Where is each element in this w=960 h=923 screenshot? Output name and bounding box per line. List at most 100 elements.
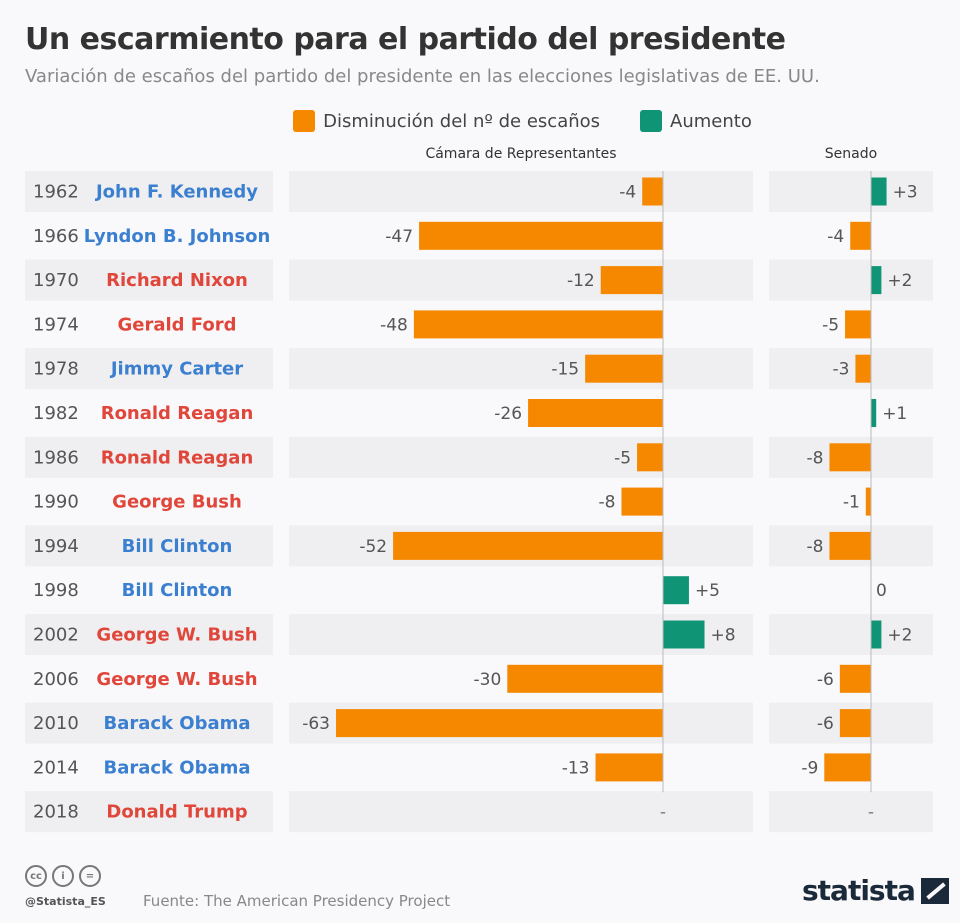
senate-value-label: -1 [843, 493, 860, 513]
year-label: 1982 [33, 403, 79, 424]
house-value-label: -30 [474, 670, 502, 690]
house-value-label: -52 [359, 537, 387, 557]
senate-value-label: -4 [827, 227, 844, 247]
senate-bar [850, 221, 871, 250]
senate-value-label: +2 [887, 271, 912, 291]
house-value-label: -5 [614, 448, 631, 468]
row-background [769, 791, 933, 833]
president-label: Barack Obama [103, 713, 250, 734]
year-label: 1974 [33, 314, 79, 335]
chart-title: Un escarmiento para el partido del presi… [25, 22, 786, 57]
senate-value-label: 0 [876, 581, 887, 601]
legend-decrease: Disminución del nº de escaños [293, 110, 600, 132]
no-derivatives-icon: = [79, 865, 101, 887]
senate-bar [829, 531, 871, 560]
house-bar [663, 620, 705, 649]
house-value-label: -63 [302, 714, 330, 734]
row-background [25, 259, 273, 301]
panel-title-house: Cámara de Representantes [425, 146, 617, 162]
row-background [25, 791, 273, 833]
year-label: 2010 [33, 713, 79, 734]
house-value-label: -47 [385, 227, 413, 247]
year-label: 2014 [33, 757, 79, 778]
senate-bar [865, 487, 871, 516]
row-background [769, 171, 933, 212]
house-value-label: - [660, 803, 666, 823]
house-value-label: -26 [494, 404, 522, 424]
president-label: George W. Bush [96, 625, 257, 646]
year-label: 1990 [33, 492, 79, 513]
row-background [289, 348, 753, 390]
year-label: 1962 [33, 182, 79, 203]
senate-value-label: -8 [807, 537, 824, 557]
senate-bar [845, 310, 871, 339]
president-label: Donald Trump [106, 802, 247, 823]
president-label: Barack Obama [103, 757, 250, 778]
senate-bar [871, 177, 887, 206]
row-background [25, 614, 273, 655]
house-bar [600, 266, 663, 295]
house-bar [621, 487, 663, 516]
senate-value-label: -6 [817, 714, 834, 734]
president-label: George W. Bush [96, 669, 257, 690]
senate-value-label: +2 [887, 626, 912, 646]
senate-bar [855, 354, 871, 383]
senate-bar [839, 709, 871, 738]
senate-bar [824, 753, 871, 782]
senate-bar [871, 266, 882, 295]
year-label: 2002 [33, 625, 79, 646]
year-label: 1970 [33, 270, 79, 291]
year-label: 1978 [33, 359, 79, 380]
year-label: 1986 [33, 447, 79, 468]
senate-value-label: - [868, 803, 874, 823]
legend-swatch-decrease [293, 110, 316, 132]
house-value-label: -4 [619, 183, 636, 203]
twitter-handle: @Statista_ES [25, 895, 106, 908]
year-label: 2018 [33, 802, 79, 823]
row-background [289, 171, 753, 212]
house-bar [595, 753, 663, 782]
president-label: Ronald Reagan [101, 403, 254, 424]
year-label: 1998 [33, 580, 79, 601]
house-value-label: -8 [599, 493, 616, 513]
president-label: John F. Kennedy [94, 182, 258, 203]
house-bar [419, 221, 663, 250]
house-value-label: -15 [551, 360, 579, 380]
legend: Disminución del nº de escaños Aumento [0, 110, 960, 132]
president-label: George Bush [112, 492, 242, 513]
senate-value-label: -3 [832, 360, 849, 380]
senate-bar [829, 443, 871, 472]
logo-icon [920, 877, 949, 904]
row-background [769, 348, 933, 390]
license-icons: cc i = [25, 865, 101, 887]
senate-value-label: +1 [882, 404, 907, 424]
row-background [289, 791, 753, 833]
legend-label: Disminución del nº de escaños [323, 110, 601, 132]
legend-increase: Aumento [640, 110, 752, 132]
row-background [25, 348, 273, 390]
president-label: Bill Clinton [122, 536, 233, 557]
president-label: Jimmy Carter [109, 359, 243, 380]
senate-value-label: -6 [817, 670, 834, 690]
house-value-label: -48 [380, 315, 408, 335]
senate-value-label: +3 [893, 183, 918, 203]
attribution-icon: i [52, 865, 74, 887]
president-label: Bill Clinton [122, 580, 233, 601]
senate-value-label: -5 [822, 315, 839, 335]
senate-bar [839, 664, 871, 693]
house-bar [642, 177, 663, 206]
house-value-label: +5 [695, 581, 720, 601]
senate-value-label: -9 [801, 758, 818, 778]
house-bar [585, 354, 663, 383]
row-background [25, 171, 273, 212]
year-label: 1966 [33, 226, 79, 247]
senate-value-label: -8 [807, 448, 824, 468]
row-background [25, 702, 273, 744]
row-background [769, 614, 933, 655]
house-bar [663, 576, 689, 605]
house-bar [336, 709, 663, 738]
row-background [289, 436, 753, 478]
row-background [25, 525, 273, 567]
